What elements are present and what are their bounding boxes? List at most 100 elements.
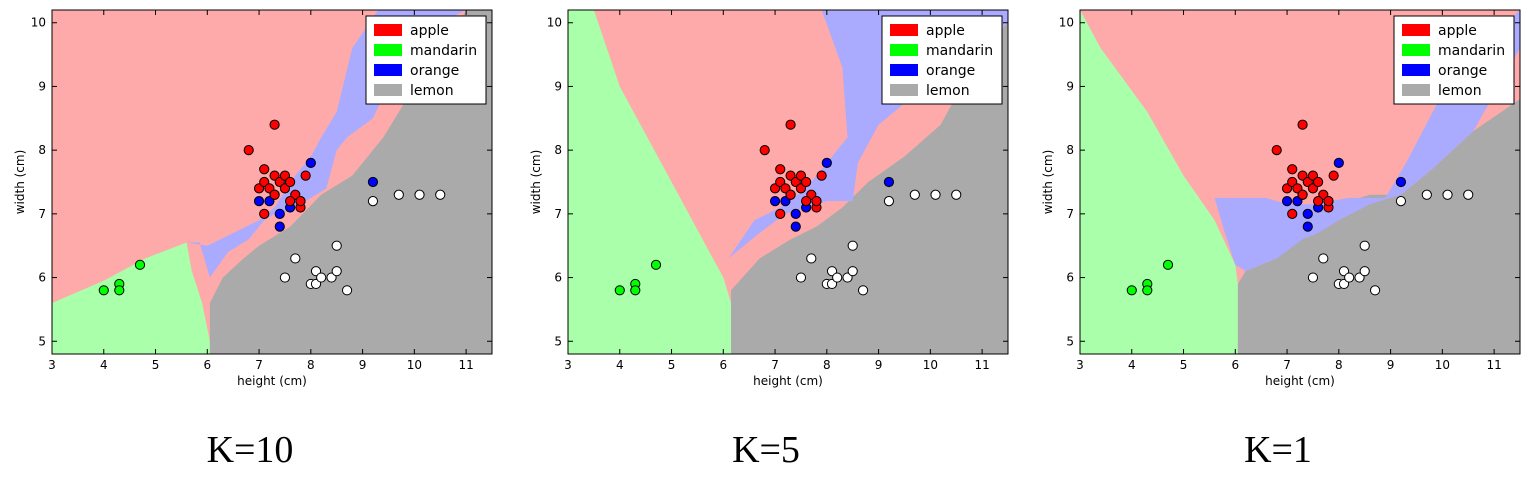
x-axis-label: height (cm)	[753, 374, 823, 388]
point-mandarin	[98, 285, 109, 296]
chart-k1: 3 4 5 6 7 8 9 10 11 5 6 7 8 9 10 height (cm) width (cm) a…	[1041, 9, 1521, 388]
point-orange	[367, 176, 379, 188]
point-apple	[1287, 208, 1298, 219]
point-apple	[1313, 176, 1324, 188]
legend-swatch-mandarin	[1402, 44, 1430, 56]
legend-label-orange: orange	[410, 63, 459, 79]
y-tick-label: 5	[554, 334, 562, 348]
legend-swatch-lemon	[1402, 84, 1430, 96]
point-apple	[1313, 196, 1324, 207]
point-apple	[785, 189, 796, 200]
y-tick-label: 8	[38, 143, 46, 157]
y-axis-label: width (cm)	[1041, 150, 1055, 215]
point-lemon	[795, 272, 807, 283]
point-orange	[1281, 196, 1293, 207]
point-apple	[1287, 164, 1298, 175]
legend-label-apple: apple	[926, 23, 965, 39]
point-apple	[300, 170, 311, 181]
legend-swatch-orange	[374, 64, 402, 76]
point-orange	[274, 208, 285, 219]
legend-label-mandarin: mandarin	[410, 43, 477, 59]
legend-label-mandarin: mandarin	[1438, 43, 1505, 59]
x-tick-label: 10	[407, 358, 422, 372]
point-mandarin	[1126, 285, 1137, 296]
point-mandarin	[630, 285, 641, 296]
point-apple	[269, 119, 280, 130]
point-lemon	[393, 189, 404, 200]
point-lemon	[1463, 189, 1474, 200]
legend-swatch-orange	[890, 64, 918, 76]
x-tick-label: 3	[564, 358, 572, 372]
legend-label-orange: orange	[926, 63, 975, 79]
point-orange	[821, 157, 832, 168]
y-tick-label: 10	[31, 16, 46, 30]
x-tick-label: 11	[974, 358, 989, 372]
legend: apple mandarin orange lemon	[365, 15, 487, 105]
point-lemon	[367, 196, 379, 207]
plot-frame	[51, 9, 493, 355]
x-tick-label: 11	[1486, 358, 1501, 372]
point-lemon	[331, 266, 342, 277]
x-tick-label: 6	[203, 358, 211, 372]
region-lemon	[1237, 99, 1520, 354]
legend-label-orange: orange	[1438, 63, 1487, 79]
point-orange	[1302, 221, 1313, 232]
x-axis-label: height (cm)	[237, 374, 307, 388]
point-apple	[285, 176, 296, 188]
region-orange	[186, 10, 467, 278]
y-tick-label: 8	[1066, 143, 1074, 157]
point-apple	[259, 164, 270, 175]
legend-swatch-apple	[890, 24, 918, 36]
chart-panel-k5: 3 4 5 6 7 8 9 10 11 5 6 7 8 9 10 height (cm) width (cm) a…	[516, 0, 1016, 478]
point-lemon	[1442, 189, 1453, 200]
point-apple	[243, 145, 254, 156]
point-apple	[259, 208, 270, 219]
chart-panel-k10: 3 4 5 6 7 8 9 10 11 5 6 7 8 9 10 height (cm) width (cm) a…	[0, 0, 500, 478]
y-tick-label: 9	[38, 79, 46, 93]
point-apple	[811, 196, 822, 207]
point-lemon	[857, 285, 869, 296]
y-tick-label: 6	[1066, 271, 1074, 285]
legend-swatch-lemon	[890, 84, 918, 96]
y-tick-label: 5	[1066, 334, 1074, 348]
point-lemon	[1359, 240, 1370, 251]
point-apple	[801, 196, 812, 207]
x-tick-label: 9	[875, 358, 883, 372]
legend-swatch-orange	[1402, 64, 1430, 76]
point-apple	[775, 164, 786, 175]
point-apple	[1323, 196, 1334, 207]
chart-panel-k1: 3 4 5 6 7 8 9 10 11 5 6 7 8 9 10 height (cm) width (cm) a…	[1028, 0, 1528, 478]
x-tick-label: 11	[458, 358, 473, 372]
legend-label-apple: apple	[1438, 23, 1477, 39]
point-lemon	[1307, 272, 1319, 283]
y-axis-label: width (cm)	[529, 150, 543, 215]
x-axis-label: height (cm)	[1265, 374, 1335, 388]
x-tick-label: 7	[255, 358, 263, 372]
x-tick-label: 5	[668, 358, 676, 372]
legend-swatch-apple	[374, 24, 402, 36]
x-tick-label: 5	[1180, 358, 1188, 372]
y-tick-label: 10	[1059, 16, 1074, 30]
x-tick-label: 8	[823, 358, 831, 372]
point-apple	[1271, 145, 1282, 156]
legend-label-lemon: lemon	[410, 83, 454, 99]
point-mandarin	[1142, 285, 1153, 296]
y-tick-label: 5	[38, 334, 46, 348]
y-tick-label: 6	[554, 271, 562, 285]
chart-k10: 3 4 5 6 7 8 9 10 11 5 6 7 8 9 10 height (cm) width (cm) a…	[13, 9, 493, 388]
plot-frame	[1079, 9, 1521, 355]
x-tick-label: 4	[100, 358, 108, 372]
point-lemon	[930, 189, 941, 200]
point-lemon	[1369, 285, 1381, 296]
y-tick-label: 8	[554, 143, 562, 157]
y-tick-label: 7	[1066, 207, 1074, 221]
legend: apple mandarin orange lemon	[1393, 15, 1515, 105]
x-tick-label: 9	[359, 358, 367, 372]
region-lemon	[731, 22, 1008, 354]
point-lemon	[341, 285, 353, 296]
region-mandarin	[1080, 10, 1238, 354]
point-mandarin	[1162, 259, 1174, 270]
y-tick-label: 10	[547, 16, 562, 30]
legend-swatch-lemon	[374, 84, 402, 96]
chart-caption-k10: K=10	[206, 429, 294, 471]
